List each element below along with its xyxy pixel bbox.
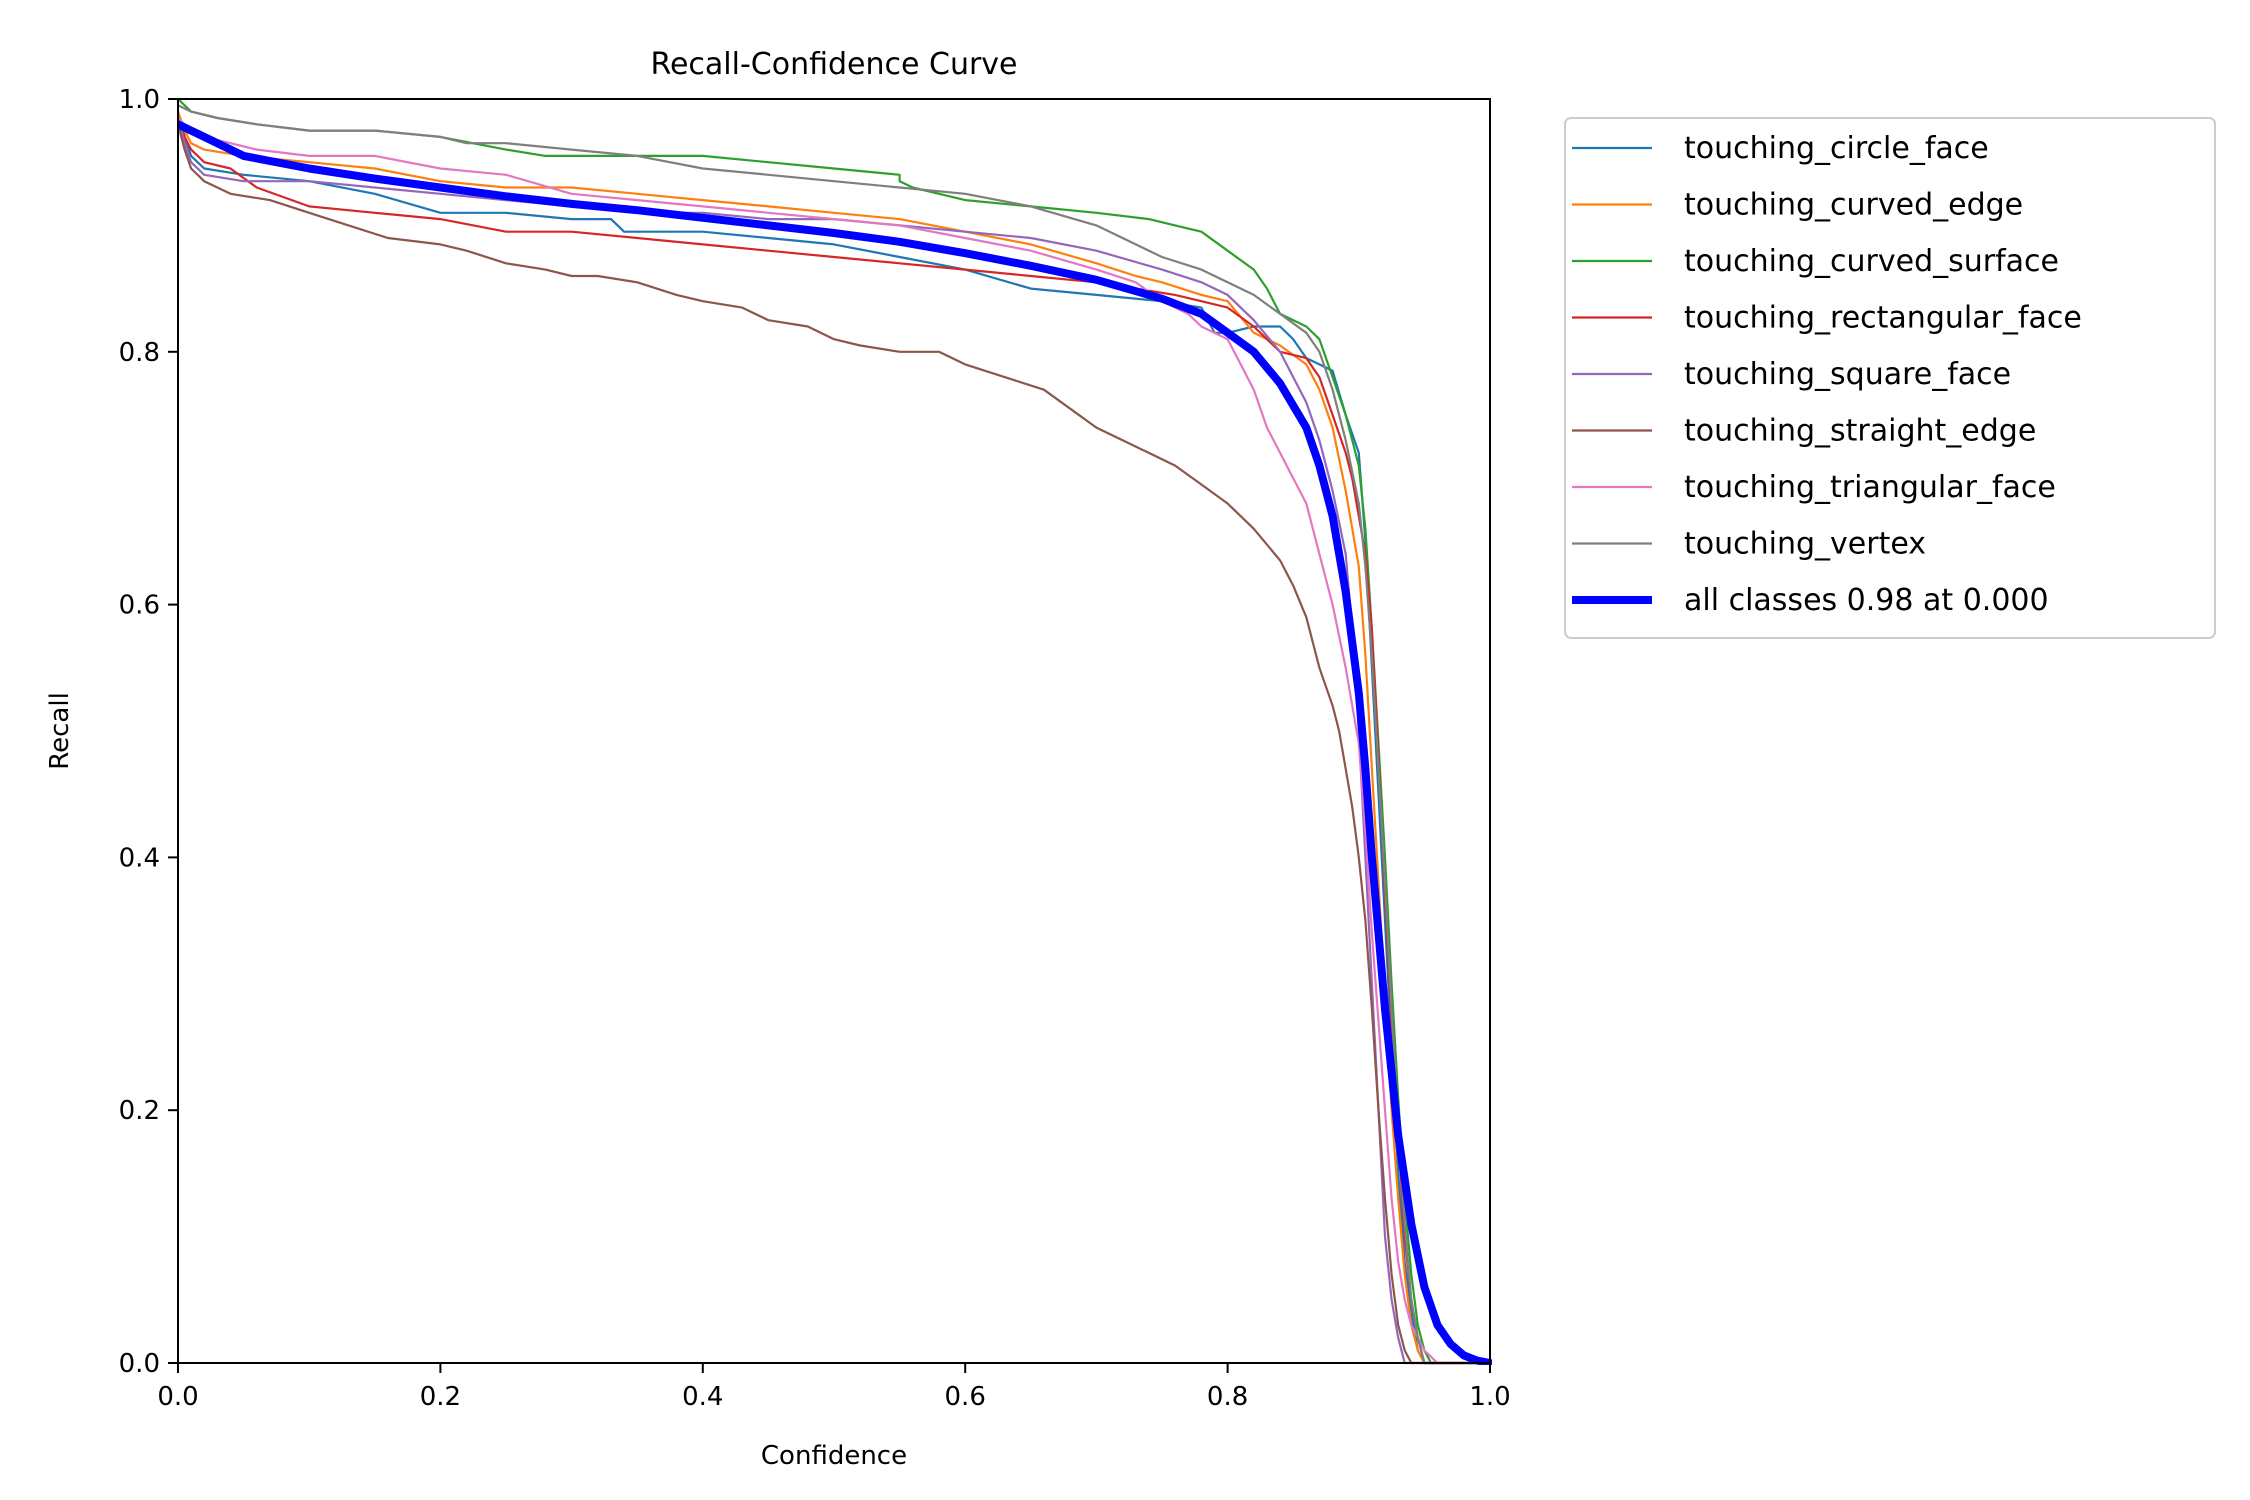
series-line-touching-square-face: [178, 116, 1492, 1365]
legend-box: [1564, 117, 2216, 639]
x-tick-label: 0.0: [157, 1382, 198, 1412]
legend-label: all classes 0.98 at 0.000: [1684, 583, 2049, 618]
legend-label: touching_curved_edge: [1684, 188, 2023, 223]
series-line-touching-straight-edge: [178, 123, 1492, 1365]
series-line-touching-curved-surface: [178, 97, 1492, 1365]
x-axis-label: Confidence: [761, 1441, 907, 1471]
legend-label: touching_rectangular_face: [1684, 301, 2082, 336]
y-tick-label: 0.2: [119, 1096, 160, 1126]
x-axis: 0.0 0.2 0.4 0.6 0.8 1.0: [157, 1363, 1511, 1412]
legend-label: touching_straight_edge: [1684, 414, 2036, 449]
x-tick-label: 0.6: [945, 1382, 986, 1412]
y-tick-label: 0.0: [119, 1349, 160, 1379]
y-tick-label: 1.0: [119, 85, 160, 115]
chart-title: Recall-Confidence Curve: [650, 47, 1017, 82]
legend-label: touching_circle_face: [1684, 131, 1989, 166]
legend-label: touching_curved_surface: [1684, 244, 2059, 279]
legend: touching_circle_face touching_curved_edge…: [1564, 117, 2216, 639]
y-axis-label: Recall: [45, 692, 75, 770]
y-axis: 0.0 0.2 0.4 0.6 0.8 1.0: [119, 85, 178, 1379]
series-line-all-classes-0-98-at-0-000: [178, 120, 1492, 1365]
series-line-touching-vertex: [178, 104, 1492, 1365]
y-tick-label: 0.4: [119, 843, 160, 873]
series-layer: [178, 97, 1492, 1365]
x-tick-label: 0.8: [1207, 1382, 1248, 1412]
plot-frame: [177, 98, 1491, 1364]
y-tick-label: 0.8: [119, 338, 160, 368]
legend-label: touching_vertex: [1684, 527, 1926, 562]
x-tick-label: 0.4: [682, 1382, 723, 1412]
plot-area: [177, 97, 1492, 1365]
x-tick-label: 0.2: [420, 1382, 461, 1412]
legend-label: touching_triangular_face: [1684, 470, 2056, 505]
legend-label: touching_square_face: [1684, 357, 2011, 392]
series-line-touching-triangular-face: [178, 116, 1492, 1365]
x-tick-label: 1.0: [1469, 1382, 1510, 1412]
y-tick-label: 0.6: [119, 591, 160, 621]
